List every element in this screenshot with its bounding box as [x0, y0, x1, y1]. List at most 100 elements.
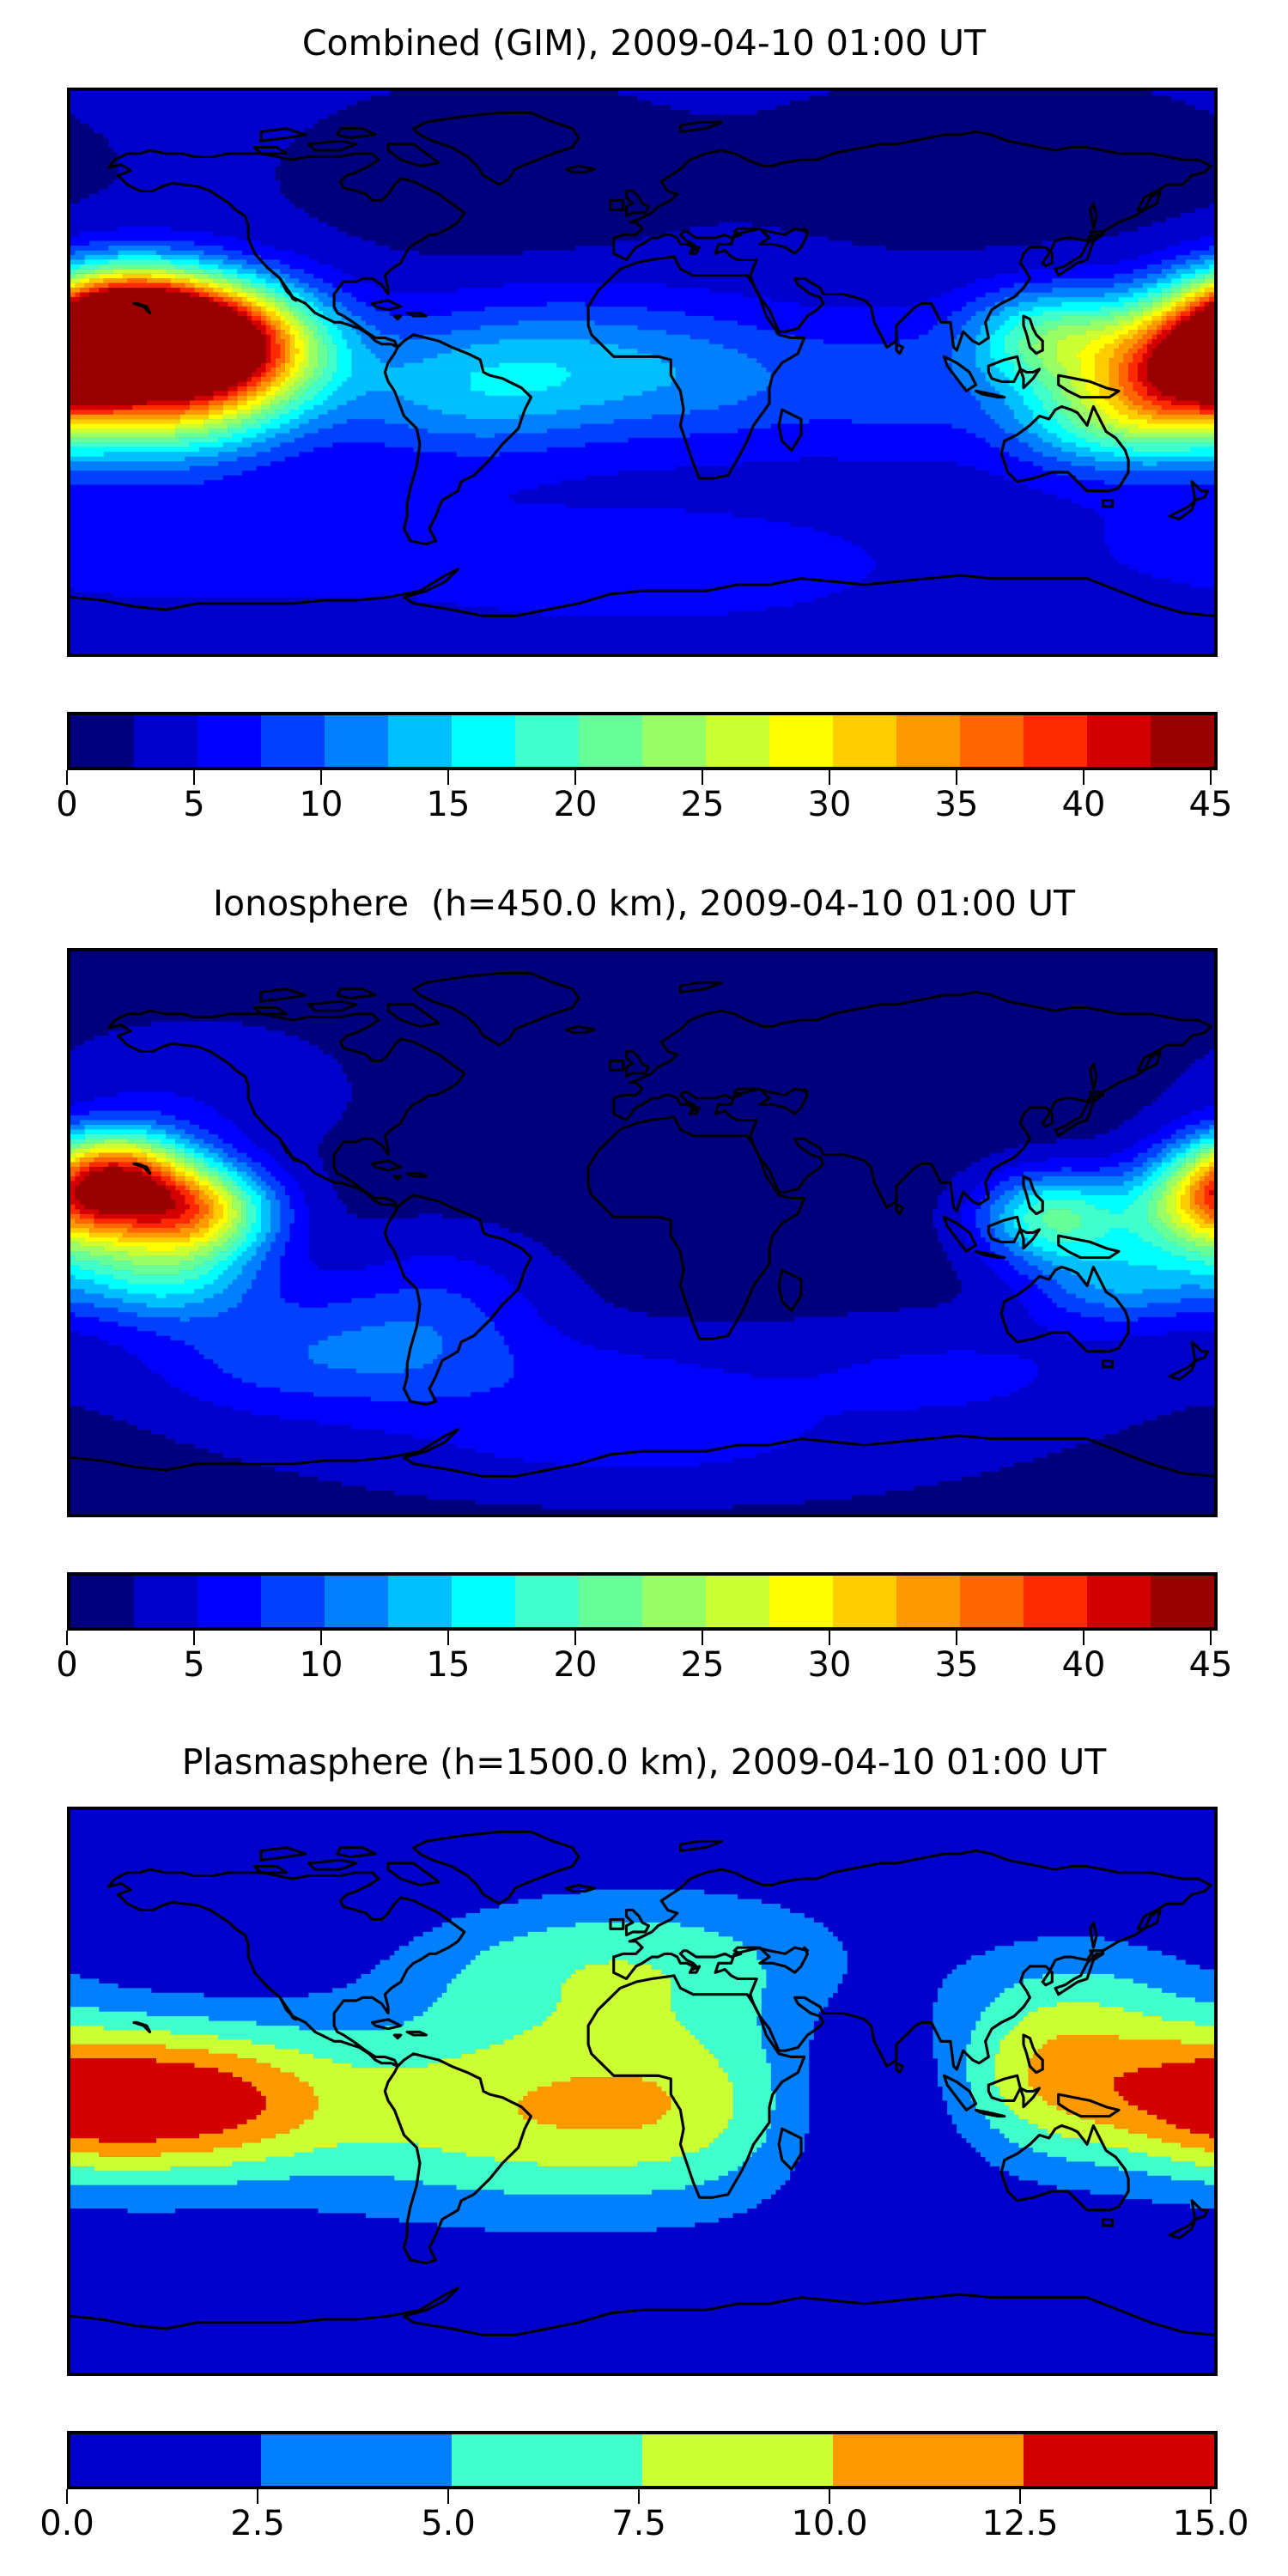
coastline — [586, 1974, 806, 2199]
colorbar-labels-ionosphere: 0 5 10 15 20 25 30 35 40 45 — [56, 1645, 1232, 1692]
colorbar-tick-label: 15 — [426, 785, 471, 824]
coastline — [564, 1883, 597, 1893]
coastline — [777, 2127, 803, 2172]
coastline — [777, 408, 803, 453]
coastline — [987, 2074, 1022, 2102]
coastline — [1018, 368, 1042, 390]
colorbar-band — [515, 715, 579, 767]
coastline — [987, 1215, 1022, 1243]
colorbar-band — [706, 715, 769, 767]
coastline — [942, 2074, 978, 2111]
coastline — [1168, 1340, 1210, 1382]
coastline — [383, 1194, 533, 1406]
coastline — [1089, 1062, 1098, 1091]
colorbar-band — [388, 715, 452, 767]
coastline — [307, 1858, 358, 1871]
colorbar-tick-label: 0 — [56, 785, 78, 824]
colorbar-tick-mark — [447, 1631, 450, 1645]
coastline — [132, 1162, 152, 1175]
colorbar-tick-label: 0 — [56, 1645, 78, 1685]
colorbar-tick-label: 20 — [553, 1645, 598, 1685]
panel-title-combined-gim: Combined (GIM), 2009-04-10 01:00 UT — [301, 22, 987, 64]
coastline — [70, 568, 1214, 617]
colorbar-labels-combined-gim: 0 5 10 15 20 25 30 35 40 45 — [56, 785, 1232, 832]
colorbar-band — [1087, 1576, 1151, 1627]
coastline — [370, 2018, 403, 2031]
colorbar-tick-label: 0.0 — [39, 2504, 94, 2543]
coastline — [383, 333, 533, 546]
colorbar-band — [833, 715, 896, 767]
colorbar-band — [261, 1576, 325, 1627]
coastline — [132, 301, 152, 314]
colorbar-band — [197, 715, 261, 767]
coastline — [307, 999, 358, 1012]
colorbar-band — [261, 715, 325, 767]
coastline — [386, 143, 440, 167]
colorbar-tick-label: 5 — [183, 1645, 205, 1685]
colorbar-band — [706, 1576, 769, 1627]
colorbar-strip-combined-gim — [67, 712, 1218, 770]
colorbar-plasmasphere: 0.0 2.5 5.0 7.5 10.0 12.5 15.0 — [39, 2431, 1249, 2551]
coastline — [336, 1846, 377, 1859]
coastline — [612, 1849, 1212, 2071]
colorbar-ticks-ionosphere — [64, 1631, 1214, 1648]
contour-band — [70, 2058, 1214, 2143]
colorbar-tick-mark — [447, 770, 450, 785]
coastline — [678, 120, 724, 133]
coastline — [1168, 480, 1210, 521]
coastline — [612, 990, 1212, 1212]
colorbar-band — [452, 1576, 515, 1627]
colorbar-band — [1024, 2434, 1214, 2486]
coastline — [609, 198, 625, 211]
coastline — [370, 299, 403, 312]
map-combined-gim — [67, 88, 1218, 657]
colorbar-ionosphere: 0 5 10 15 20 25 30 35 40 45 — [56, 1572, 1232, 1692]
coastline — [70, 2287, 1214, 2336]
coastline — [106, 1868, 466, 2068]
colorbar-tick-label: 10.0 — [791, 2504, 868, 2543]
coastline — [1168, 2199, 1210, 2240]
colorbar-strip-plasmasphere — [67, 2431, 1218, 2489]
coastline — [974, 389, 1006, 399]
colorbar-band — [1151, 715, 1214, 767]
coastline — [1022, 314, 1044, 355]
panel-title-plasmasphere: Plasmasphere (h=1500.0 km), 2009-04-10 0… — [181, 1741, 1107, 1783]
coastline — [624, 1049, 650, 1078]
coastline — [1089, 1921, 1098, 1949]
coastline — [564, 1024, 597, 1035]
coastline — [253, 1864, 289, 1874]
coastline — [1089, 1949, 1105, 1959]
coastline — [253, 1005, 289, 1016]
colorbar-tick-label: 10 — [299, 1645, 343, 1685]
map-plasmasphere — [67, 1807, 1218, 2376]
map-canvas-ionosphere — [70, 951, 1214, 1514]
colorbar-band — [833, 2434, 1024, 2486]
coastline — [1018, 1228, 1042, 1250]
coastline — [564, 164, 597, 174]
colorbar-band — [1087, 715, 1151, 767]
colorbar-band — [579, 715, 642, 767]
coastline — [386, 1003, 440, 1028]
coastline — [624, 1908, 650, 1937]
colorbar-tick-mark — [955, 770, 958, 785]
coastline — [1018, 2087, 1042, 2109]
coastline — [259, 1846, 307, 1862]
colorbar-band — [1024, 715, 1087, 767]
coastline — [609, 1917, 625, 1930]
coastline — [678, 981, 724, 993]
colorbar-tick-mark — [192, 1631, 196, 1645]
coastline — [895, 1203, 904, 1216]
colorbar-tick-mark — [574, 1631, 577, 1645]
colorbar-band — [70, 2434, 261, 2486]
colorbar-tick-mark — [447, 2489, 450, 2504]
colorbar-band — [70, 1576, 134, 1627]
colorbar-band — [960, 1576, 1024, 1627]
coastline — [1101, 1359, 1115, 1369]
colorbar-band — [642, 1576, 706, 1627]
coastline — [405, 311, 428, 318]
colorbar-tick-label: 45 — [1188, 1645, 1233, 1685]
colorbar-tick-mark — [65, 2489, 69, 2504]
coastline — [412, 971, 580, 1047]
map-ionosphere — [67, 948, 1218, 1517]
colorbar-tick-label: 7.5 — [611, 2504, 666, 2543]
